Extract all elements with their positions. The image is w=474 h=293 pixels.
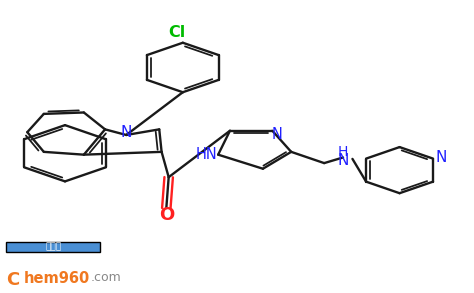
Text: N: N: [436, 150, 447, 165]
Text: 化工网: 化工网: [45, 242, 61, 251]
Text: N: N: [120, 125, 132, 140]
Text: N: N: [337, 153, 349, 168]
Text: .com: .com: [91, 271, 122, 285]
Text: H: H: [338, 145, 348, 159]
Text: hem960: hem960: [24, 271, 90, 286]
FancyBboxPatch shape: [6, 242, 100, 252]
Text: N: N: [272, 127, 283, 142]
Text: O: O: [159, 206, 174, 224]
Text: C: C: [6, 271, 19, 289]
Text: HN: HN: [195, 147, 217, 162]
Text: Cl: Cl: [169, 25, 186, 40]
